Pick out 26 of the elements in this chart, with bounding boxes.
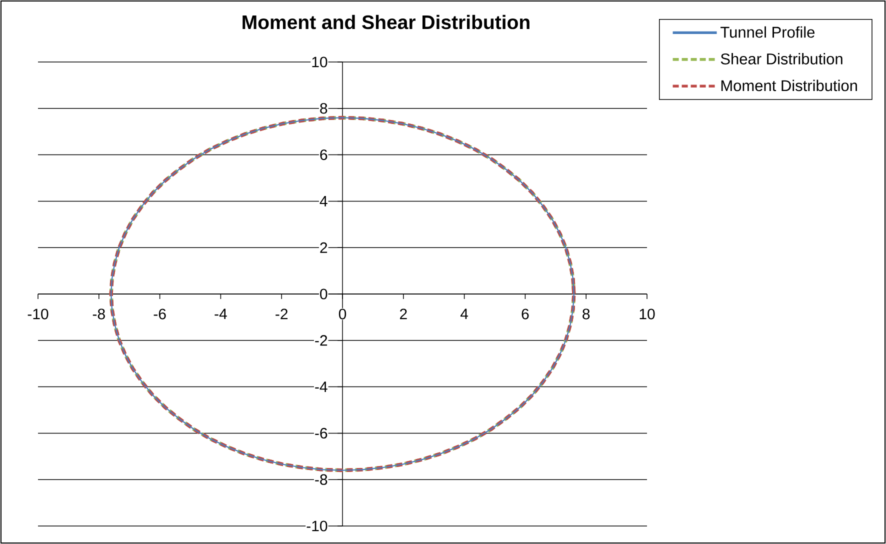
legend-label: Tunnel Profile <box>720 26 815 38</box>
x-tick-label: 4 <box>460 308 468 320</box>
x-tick-label: -2 <box>276 308 288 320</box>
y-tick-label: -8 <box>315 474 328 485</box>
y-tick-label: -10 <box>306 520 328 532</box>
y-tick-label: 0 <box>320 288 328 300</box>
legend-label: Moment Distribution <box>721 80 857 92</box>
y-tick-label: -2 <box>315 335 328 346</box>
x-tick-label: -4 <box>214 308 227 320</box>
chart-title: Moment and Shear Distribution <box>242 14 530 30</box>
y-tick-label: 10 <box>312 56 328 68</box>
y-tick-label: 8 <box>320 103 328 114</box>
x-tick-label: 0 <box>338 308 346 320</box>
x-tick-label: -6 <box>154 308 166 320</box>
legend-label: Shear Distribution <box>720 53 842 64</box>
y-tick-label: 2 <box>320 242 328 253</box>
x-tick-label: 2 <box>400 308 407 320</box>
x-tick-label: -8 <box>92 308 105 320</box>
x-tick-label: 10 <box>640 308 655 320</box>
x-tick-label: 6 <box>522 308 529 320</box>
y-tick-label: 6 <box>320 149 328 160</box>
y-tick-label: -6 <box>315 428 328 439</box>
y-tick-label: 4 <box>320 196 328 206</box>
x-tick-label: -10 <box>28 308 48 320</box>
x-tick-label: 8 <box>582 308 590 320</box>
y-tick-label: -4 <box>315 382 328 392</box>
